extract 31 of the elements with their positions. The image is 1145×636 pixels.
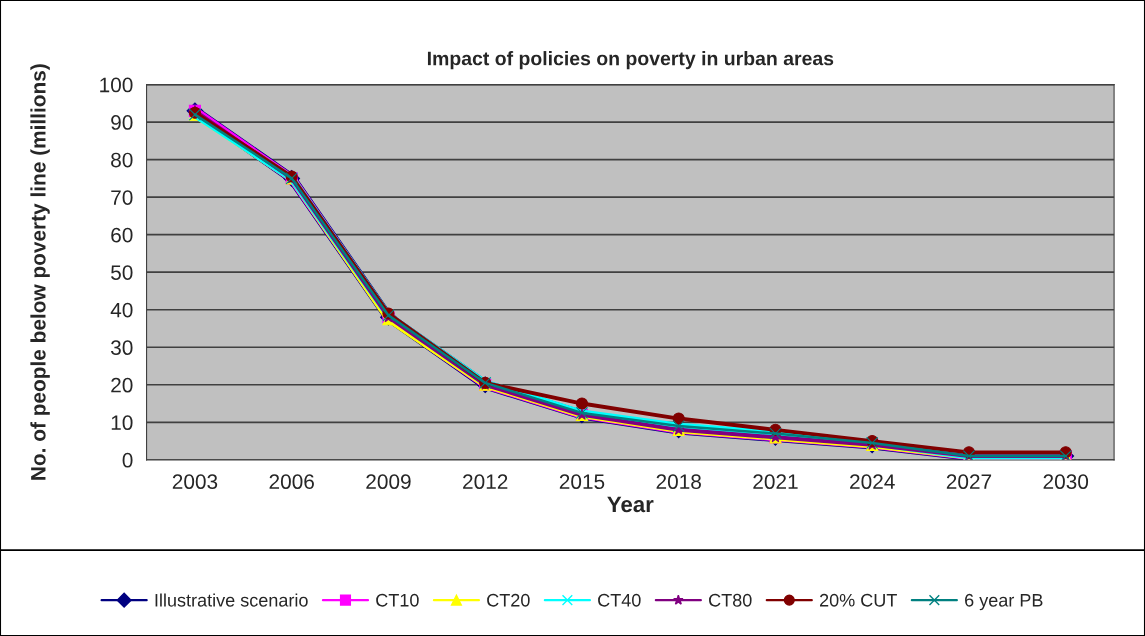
x-tick-label: 2012 xyxy=(463,474,508,490)
x-tick-label: 2030 xyxy=(1043,474,1089,490)
y-tick-label: 10 xyxy=(111,415,133,431)
y-tick-label: 20 xyxy=(111,377,133,393)
legend-label: Illustrative scenario xyxy=(155,593,308,607)
legend-label: 20% CUT xyxy=(819,593,897,607)
legend-label: CT80 xyxy=(709,593,752,607)
y-tick-label: 80 xyxy=(111,152,133,168)
y-tick-label: 60 xyxy=(111,227,133,243)
y-tick-label: 90 xyxy=(111,115,133,130)
x-tick-label: 2009 xyxy=(366,474,411,490)
x-tick-label: 2018 xyxy=(656,474,701,490)
y-tick-label: 30 xyxy=(110,340,133,356)
legend-label: 6 year PB xyxy=(965,593,1043,611)
x-tick-label: 2003 xyxy=(172,474,218,490)
y-tick-label: 0 xyxy=(122,452,133,468)
x-axis-title: Year xyxy=(607,496,654,513)
y-axis-title: No. of people below poverty line (millions) xyxy=(30,64,50,480)
x-tick-label: 2006 xyxy=(269,474,314,490)
x-tick-label: 2024 xyxy=(850,474,895,490)
chart-title: Impact of policies on poverty in urban areas xyxy=(427,51,834,70)
legend-label: CT20 xyxy=(487,593,530,607)
x-tick-label: 2015 xyxy=(559,474,605,490)
x-tick-label: 2027 xyxy=(946,474,992,490)
y-tick-label: 40 xyxy=(110,302,133,318)
y-tick-label: 70 xyxy=(111,190,133,205)
y-tick-label: 50 xyxy=(111,265,133,280)
legend-label: CT40 xyxy=(598,593,641,607)
legend-label: CT10 xyxy=(376,593,419,607)
y-tick-label: 100 xyxy=(100,77,133,93)
x-tick-label: 2021 xyxy=(753,474,798,490)
